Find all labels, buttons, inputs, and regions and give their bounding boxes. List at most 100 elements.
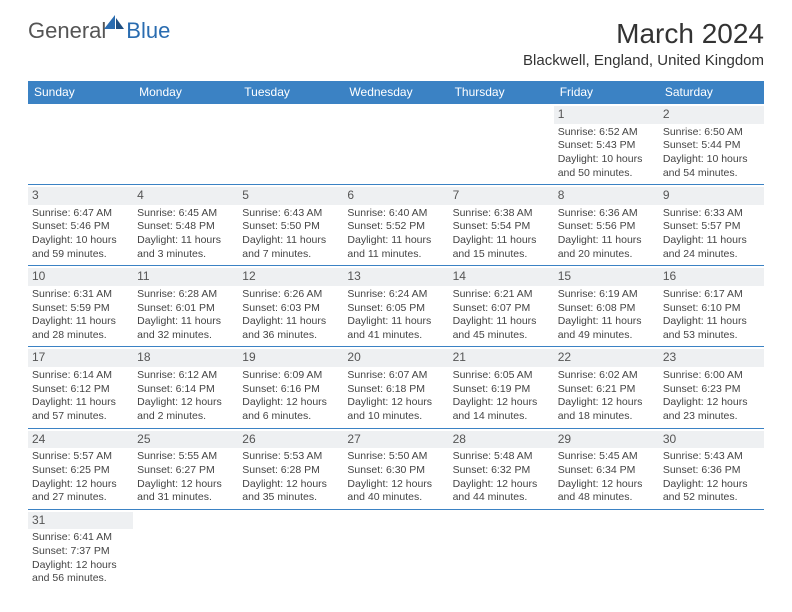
daylight-text: Daylight: 12 hours — [558, 396, 655, 410]
daylight-text: and 31 minutes. — [137, 491, 234, 505]
day-number: 13 — [343, 268, 448, 286]
day-number: 7 — [449, 187, 554, 205]
day-cell: 25Sunrise: 5:55 AMSunset: 6:27 PMDayligh… — [133, 428, 238, 509]
daylight-text: and 27 minutes. — [32, 491, 129, 505]
daylight-text: Daylight: 11 hours — [453, 234, 550, 248]
sunset-text: Sunset: 5:43 PM — [558, 139, 655, 153]
sunrise-text: Sunrise: 6:19 AM — [558, 288, 655, 302]
logo-text-blue: Blue — [126, 18, 170, 44]
day-header: Friday — [554, 81, 659, 104]
daylight-text: and 40 minutes. — [347, 491, 444, 505]
sunrise-text: Sunrise: 5:43 AM — [663, 450, 760, 464]
daylight-text: and 57 minutes. — [32, 410, 129, 424]
sunrise-text: Sunrise: 6:38 AM — [453, 207, 550, 221]
sunrise-text: Sunrise: 5:57 AM — [32, 450, 129, 464]
daylight-text: Daylight: 11 hours — [663, 234, 760, 248]
sunrise-text: Sunrise: 6:09 AM — [242, 369, 339, 383]
sunset-text: Sunset: 6:18 PM — [347, 383, 444, 397]
day-number: 12 — [238, 268, 343, 286]
empty-cell — [449, 509, 554, 590]
day-number: 15 — [554, 268, 659, 286]
day-cell: 28Sunrise: 5:48 AMSunset: 6:32 PMDayligh… — [449, 428, 554, 509]
sunset-text: Sunset: 5:54 PM — [453, 220, 550, 234]
daylight-text: and 24 minutes. — [663, 248, 760, 262]
daylight-text: Daylight: 12 hours — [137, 396, 234, 410]
sunrise-text: Sunrise: 6:36 AM — [558, 207, 655, 221]
daylight-text: Daylight: 12 hours — [242, 396, 339, 410]
daylight-text: Daylight: 12 hours — [558, 478, 655, 492]
day-number: 5 — [238, 187, 343, 205]
day-cell: 23Sunrise: 6:00 AMSunset: 6:23 PMDayligh… — [659, 347, 764, 428]
daylight-text: and 32 minutes. — [137, 329, 234, 343]
sunset-text: Sunset: 5:59 PM — [32, 302, 129, 316]
sunset-text: Sunset: 5:50 PM — [242, 220, 339, 234]
day-cell: 3Sunrise: 6:47 AMSunset: 5:46 PMDaylight… — [28, 185, 133, 266]
sunset-text: Sunset: 6:03 PM — [242, 302, 339, 316]
sunrise-text: Sunrise: 6:14 AM — [32, 369, 129, 383]
day-number: 30 — [659, 431, 764, 449]
logo-sail-icon — [104, 15, 126, 33]
day-cell: 26Sunrise: 5:53 AMSunset: 6:28 PMDayligh… — [238, 428, 343, 509]
empty-cell — [133, 104, 238, 185]
daylight-text: Daylight: 11 hours — [32, 315, 129, 329]
sunset-text: Sunset: 6:05 PM — [347, 302, 444, 316]
daylight-text: Daylight: 12 hours — [453, 396, 550, 410]
sunset-text: Sunset: 6:08 PM — [558, 302, 655, 316]
empty-cell — [343, 509, 448, 590]
daylight-text: and 15 minutes. — [453, 248, 550, 262]
sunrise-text: Sunrise: 6:31 AM — [32, 288, 129, 302]
sunset-text: Sunset: 6:23 PM — [663, 383, 760, 397]
sunset-text: Sunset: 6:12 PM — [32, 383, 129, 397]
sunrise-text: Sunrise: 6:12 AM — [137, 369, 234, 383]
sunset-text: Sunset: 5:52 PM — [347, 220, 444, 234]
sunrise-text: Sunrise: 6:00 AM — [663, 369, 760, 383]
sunset-text: Sunset: 6:32 PM — [453, 464, 550, 478]
day-number: 4 — [133, 187, 238, 205]
day-cell: 2Sunrise: 6:50 AMSunset: 5:44 PMDaylight… — [659, 104, 764, 185]
daylight-text: and 54 minutes. — [663, 167, 760, 181]
day-cell: 6Sunrise: 6:40 AMSunset: 5:52 PMDaylight… — [343, 185, 448, 266]
empty-cell — [238, 104, 343, 185]
empty-cell — [554, 509, 659, 590]
sunrise-text: Sunrise: 5:45 AM — [558, 450, 655, 464]
day-number: 28 — [449, 431, 554, 449]
empty-cell — [133, 509, 238, 590]
empty-cell — [449, 104, 554, 185]
sunset-text: Sunset: 6:34 PM — [558, 464, 655, 478]
sunset-text: Sunset: 5:48 PM — [137, 220, 234, 234]
daylight-text: Daylight: 12 hours — [347, 478, 444, 492]
day-number: 6 — [343, 187, 448, 205]
daylight-text: and 20 minutes. — [558, 248, 655, 262]
daylight-text: Daylight: 11 hours — [558, 234, 655, 248]
daylight-text: and 14 minutes. — [453, 410, 550, 424]
daylight-text: and 36 minutes. — [242, 329, 339, 343]
sunrise-text: Sunrise: 6:33 AM — [663, 207, 760, 221]
daylight-text: and 44 minutes. — [453, 491, 550, 505]
daylight-text: and 35 minutes. — [242, 491, 339, 505]
sunrise-text: Sunrise: 6:07 AM — [347, 369, 444, 383]
day-cell: 10Sunrise: 6:31 AMSunset: 5:59 PMDayligh… — [28, 266, 133, 347]
daylight-text: Daylight: 11 hours — [137, 315, 234, 329]
logo-text-general: General — [28, 18, 106, 44]
sunrise-text: Sunrise: 6:05 AM — [453, 369, 550, 383]
day-cell: 30Sunrise: 5:43 AMSunset: 6:36 PMDayligh… — [659, 428, 764, 509]
daylight-text: and 18 minutes. — [558, 410, 655, 424]
daylight-text: Daylight: 12 hours — [32, 478, 129, 492]
day-cell: 31Sunrise: 6:41 AMSunset: 7:37 PMDayligh… — [28, 509, 133, 590]
day-number: 8 — [554, 187, 659, 205]
sunrise-text: Sunrise: 6:47 AM — [32, 207, 129, 221]
day-header: Tuesday — [238, 81, 343, 104]
sunset-text: Sunset: 5:46 PM — [32, 220, 129, 234]
day-number: 24 — [28, 431, 133, 449]
daylight-text: and 6 minutes. — [242, 410, 339, 424]
sunset-text: Sunset: 6:25 PM — [32, 464, 129, 478]
sunrise-text: Sunrise: 5:53 AM — [242, 450, 339, 464]
day-cell: 12Sunrise: 6:26 AMSunset: 6:03 PMDayligh… — [238, 266, 343, 347]
empty-cell — [659, 509, 764, 590]
sunset-text: Sunset: 6:01 PM — [137, 302, 234, 316]
calendar-row: 31Sunrise: 6:41 AMSunset: 7:37 PMDayligh… — [28, 509, 764, 590]
sunrise-text: Sunrise: 6:02 AM — [558, 369, 655, 383]
daylight-text: Daylight: 11 hours — [242, 315, 339, 329]
day-number: 18 — [133, 349, 238, 367]
day-cell: 9Sunrise: 6:33 AMSunset: 5:57 PMDaylight… — [659, 185, 764, 266]
